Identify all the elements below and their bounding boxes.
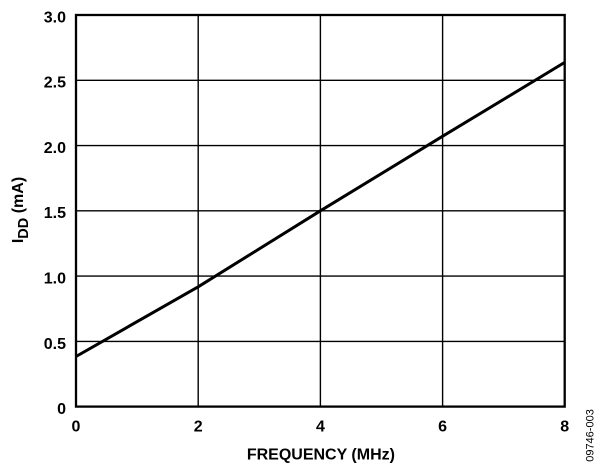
svg-text:0.5: 0.5 <box>44 336 66 353</box>
svg-text:09746-003: 09746-003 <box>585 409 597 462</box>
svg-text:1.5: 1.5 <box>44 205 66 222</box>
svg-text:IDD (mA): IDD (mA) <box>10 177 32 243</box>
svg-text:FREQUENCY (MHz): FREQUENCY (MHz) <box>247 446 395 463</box>
svg-text:2: 2 <box>194 418 203 435</box>
svg-text:3.0: 3.0 <box>44 9 66 26</box>
svg-text:8: 8 <box>560 418 569 435</box>
svg-text:2.5: 2.5 <box>44 75 66 92</box>
svg-text:2.0: 2.0 <box>44 140 66 157</box>
svg-text:0: 0 <box>72 418 81 435</box>
svg-text:4: 4 <box>316 418 325 435</box>
svg-text:0: 0 <box>57 401 66 418</box>
svg-text:1.0: 1.0 <box>44 271 66 288</box>
svg-text:6: 6 <box>438 418 447 435</box>
